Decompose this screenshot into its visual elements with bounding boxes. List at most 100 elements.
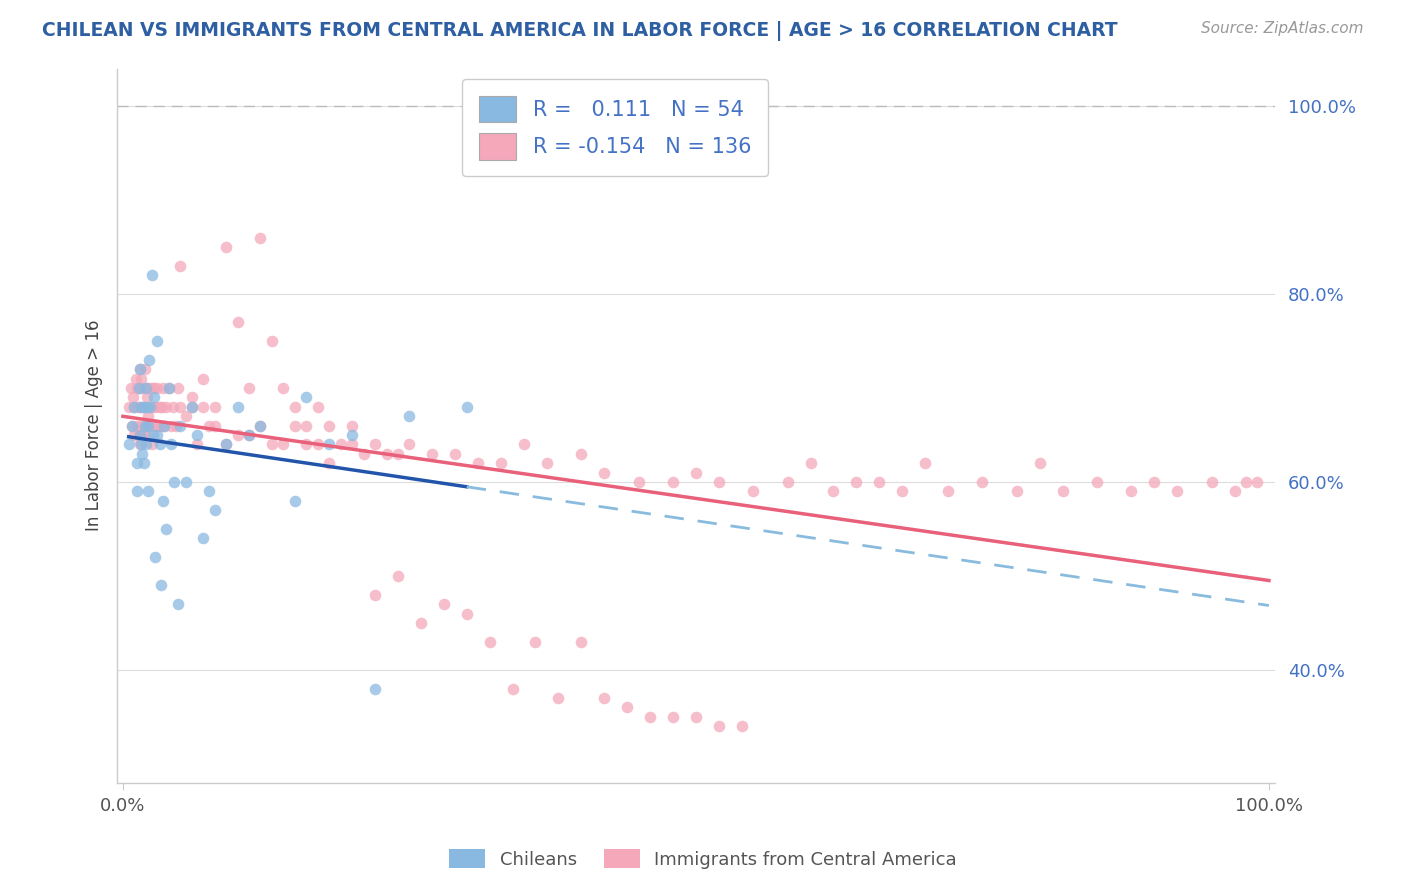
Point — [249, 418, 271, 433]
Point — [153, 418, 176, 433]
Point — [135, 428, 157, 442]
Point — [142, 400, 165, 414]
Point — [124, 400, 146, 414]
Point — [132, 400, 155, 414]
Point — [120, 381, 142, 395]
Point — [204, 418, 226, 433]
Point — [174, 409, 197, 424]
Point — [375, 447, 398, 461]
Point — [238, 428, 260, 442]
Point — [387, 569, 409, 583]
Point — [284, 418, 307, 433]
Point — [685, 466, 707, 480]
Point — [143, 550, 166, 565]
Point — [387, 447, 409, 461]
Point — [142, 391, 165, 405]
Point — [295, 391, 318, 405]
Point — [149, 437, 172, 451]
Point — [121, 418, 143, 433]
Point — [125, 381, 148, 395]
Point — [163, 475, 186, 489]
Point — [398, 409, 420, 424]
Point — [136, 418, 159, 433]
Point — [149, 400, 172, 414]
Point — [135, 437, 157, 451]
Point — [226, 400, 249, 414]
Point — [295, 418, 318, 433]
Point — [141, 381, 163, 395]
Point — [124, 400, 146, 414]
Point — [273, 381, 295, 395]
Point — [238, 428, 260, 442]
Point — [136, 400, 159, 414]
Point — [318, 437, 340, 451]
Point — [616, 700, 638, 714]
Point — [180, 400, 202, 414]
Point — [1121, 484, 1143, 499]
Point — [155, 400, 177, 414]
Point — [162, 400, 184, 414]
Point — [524, 634, 547, 648]
Point — [478, 634, 501, 648]
Point — [169, 418, 191, 433]
Point — [135, 381, 157, 395]
Point — [891, 484, 914, 499]
Point — [409, 615, 432, 630]
Point — [146, 428, 169, 442]
Point — [204, 503, 226, 517]
Point — [117, 400, 139, 414]
Point — [972, 475, 994, 489]
Point — [129, 400, 152, 414]
Point — [547, 691, 569, 706]
Point — [420, 447, 443, 461]
Point — [148, 418, 170, 433]
Point — [138, 352, 160, 367]
Point — [117, 437, 139, 451]
Point — [340, 428, 363, 442]
Point — [307, 400, 329, 414]
Point — [152, 493, 174, 508]
Point — [139, 400, 162, 414]
Point — [569, 634, 592, 648]
Point — [186, 428, 208, 442]
Point — [364, 588, 387, 602]
Point — [142, 381, 165, 395]
Point — [284, 400, 307, 414]
Point — [353, 447, 375, 461]
Point — [128, 381, 150, 395]
Point — [799, 456, 821, 470]
Point — [128, 381, 150, 395]
Point — [125, 484, 148, 499]
Point — [150, 400, 173, 414]
Point — [186, 437, 208, 451]
Point — [685, 710, 707, 724]
Point — [295, 437, 318, 451]
Point — [1201, 475, 1223, 489]
Point — [845, 475, 868, 489]
Legend: Chileans, Immigrants from Central America: Chileans, Immigrants from Central Americ… — [441, 842, 965, 876]
Point — [131, 381, 153, 395]
Point — [1085, 475, 1108, 489]
Point — [364, 681, 387, 696]
Point — [129, 437, 152, 451]
Point — [160, 437, 183, 451]
Point — [662, 710, 685, 724]
Point — [124, 428, 146, 442]
Point — [707, 475, 730, 489]
Point — [742, 484, 765, 499]
Point — [157, 381, 180, 395]
Point — [152, 381, 174, 395]
Point — [1143, 475, 1166, 489]
Point — [135, 381, 157, 395]
Point — [215, 240, 238, 254]
Point — [131, 447, 153, 461]
Point — [157, 381, 180, 395]
Point — [776, 475, 799, 489]
Point — [1246, 475, 1268, 489]
Point — [146, 334, 169, 348]
Point — [146, 381, 169, 395]
Point — [141, 437, 163, 451]
Point — [731, 719, 754, 733]
Legend: R =   0.111   N = 54, R = -0.154   N = 136: R = 0.111 N = 54, R = -0.154 N = 136 — [463, 78, 768, 177]
Point — [936, 484, 959, 499]
